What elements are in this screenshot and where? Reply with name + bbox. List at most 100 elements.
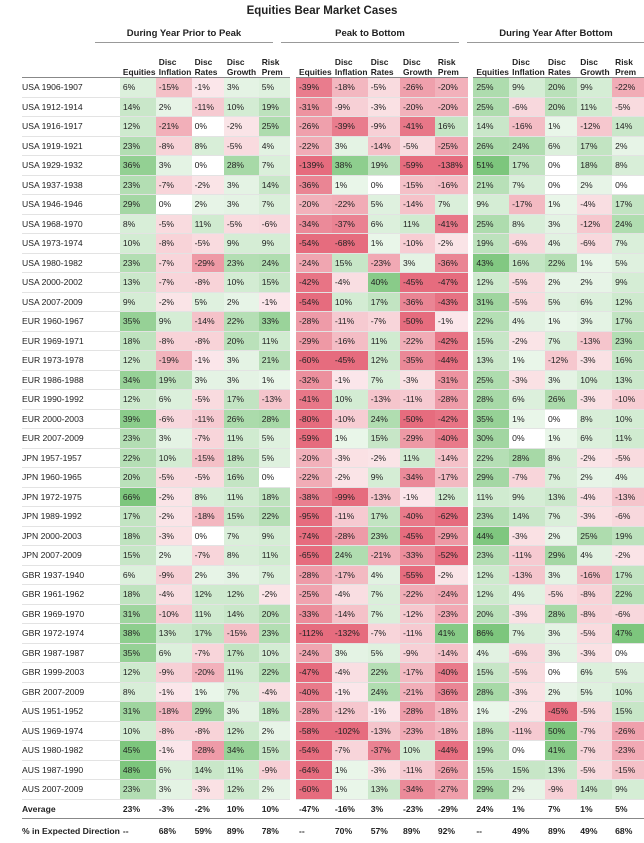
table-cell: 68% [612,819,644,843]
footnote-cropped [0,774,644,787]
table-cell: 21% [259,351,291,371]
table-cell: -8% [156,136,192,156]
table-cell: 10% [259,799,291,819]
table-cell: 13% [473,351,509,371]
table-cell: -13% [577,331,612,351]
table-cell: -8% [156,331,192,351]
table-cell: -13% [368,390,400,410]
table-cell: -3% [156,526,192,546]
table-cell: -25% [296,585,332,605]
row-label: GBR 1987-1987 [22,643,120,663]
table-cell: -36% [400,292,435,312]
table-cell: 34% [224,741,259,761]
table-cell: 1% [332,429,368,449]
table-cell: 0% [192,156,224,176]
table-cell: -29% [435,526,468,546]
table-cell: 17% [368,507,400,527]
table-cell: 10% [259,643,291,663]
table-cell: -9% [368,117,400,137]
table-cell: 3% [224,78,259,98]
table-cell: -22% [400,585,435,605]
table-cell: 7% [224,526,259,546]
table-cell: 14% [224,604,259,624]
table-cell: 19% [612,526,644,546]
table-cell: 25% [259,117,291,137]
table-cell: -28% [296,565,332,585]
table-cell: 25% [473,78,509,98]
table-cell: -35% [400,351,435,371]
row-label: GBR 2007-2009 [22,682,120,702]
table-cell: -4% [156,585,192,605]
table-cell: 21% [473,175,509,195]
table-cell: -18% [435,702,468,722]
table-cell: -45% [545,702,577,722]
table-cell: 23% [120,429,156,449]
table-cell: 14% [259,175,291,195]
table-cell: 11% [612,429,644,449]
table-cell: 20% [545,97,577,117]
table-cell: -15% [156,78,192,98]
table-cell: -1% [435,312,468,332]
table-cell: 3% [545,565,577,585]
table-cell: -15% [400,175,435,195]
table-cell: 24% [368,409,400,429]
table-cell: 2% [192,565,224,585]
table-cell: -7% [368,624,400,644]
table-cell: -14% [435,643,468,663]
table-cell: 5% [259,429,291,449]
table-cell: 89% [224,819,259,843]
table-cell: -11% [400,390,435,410]
table-cell: -14% [435,448,468,468]
table-cell: -6% [509,643,545,663]
table-cell: 3% [224,195,259,215]
table-cell: -11% [400,624,435,644]
table-cell: 7% [612,234,644,254]
table-cell: -45% [332,351,368,371]
table-cell: 14% [120,97,156,117]
table-cell: 11% [473,487,509,507]
table-cell: -12% [577,214,612,234]
table-cell: -17% [509,195,545,215]
table-cell: -9% [156,663,192,683]
row-label: USA 1946-1946 [22,195,120,215]
table-cell: -34% [400,468,435,488]
table-cell: -39% [296,78,332,98]
table-cell: -23% [435,604,468,624]
table-cell: 8% [545,448,577,468]
table-cell: -23% [368,253,400,273]
table-cell: 4% [509,585,545,605]
table-cell: 2% [577,273,612,293]
row-label: USA 2000-2002 [22,273,120,293]
table-cell: 9% [120,292,156,312]
table-cell: -39% [332,117,368,137]
table-cell: 31% [473,292,509,312]
table-cell: 5% [545,292,577,312]
table-cell: -8% [192,273,224,293]
table-cell: 41% [545,741,577,761]
equities-bear-market-table-page: Equities Bear Market Cases During Year P… [0,0,644,787]
table-cell: 12% [192,585,224,605]
table-cell: 23% [473,507,509,527]
table-cell: 14% [612,117,644,137]
table-cell: -5% [577,702,612,722]
table-cell: -12% [400,604,435,624]
table-cell: 1% [545,429,577,449]
table-cell: 36% [120,156,156,176]
table-cell: 23% [120,136,156,156]
table-cell: -12% [545,351,577,371]
table-cell: 15% [224,507,259,527]
table-cell: -29% [296,331,332,351]
table-cell: -7% [192,429,224,449]
table-cell: 11% [259,546,291,566]
row-label: JPN 1989-1992 [22,507,120,527]
table-cell: -4% [332,273,368,293]
table-cell: 24% [612,214,644,234]
